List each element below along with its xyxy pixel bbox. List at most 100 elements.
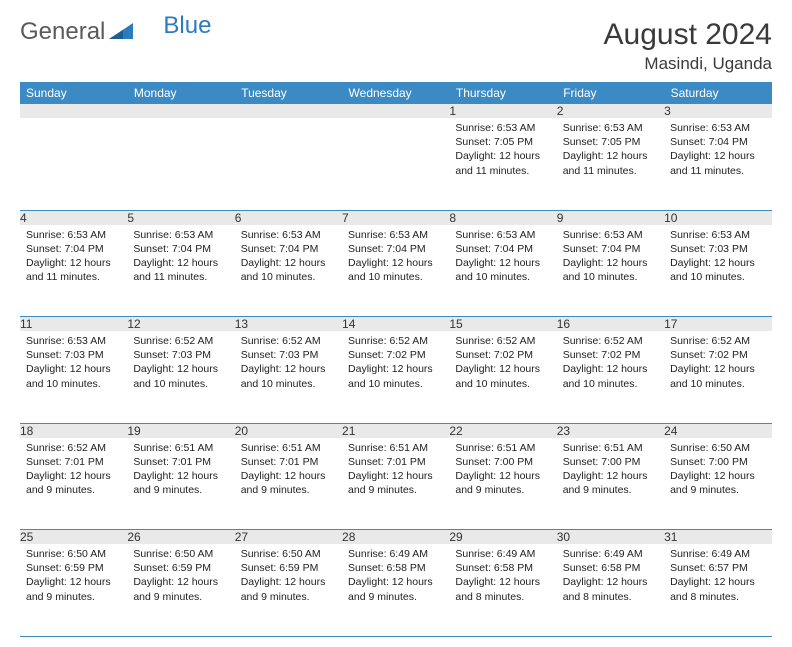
sunrise-text: Sunrise: 6:49 AM xyxy=(348,547,443,561)
day-content: Sunrise: 6:51 AMSunset: 7:00 PMDaylight:… xyxy=(557,438,664,502)
day-content: Sunrise: 6:53 AMSunset: 7:03 PMDaylight:… xyxy=(664,225,771,289)
daylight-text: Daylight: 12 hours and 10 minutes. xyxy=(241,256,336,284)
day-number: 7 xyxy=(342,210,449,225)
day-cell: Sunrise: 6:53 AMSunset: 7:04 PMDaylight:… xyxy=(664,118,771,210)
day-content: Sunrise: 6:50 AMSunset: 6:59 PMDaylight:… xyxy=(127,544,234,608)
sunrise-text: Sunrise: 6:52 AM xyxy=(563,334,658,348)
sunrise-text: Sunrise: 6:53 AM xyxy=(26,228,121,242)
day-number: 1 xyxy=(449,104,556,118)
daylight-text: Daylight: 12 hours and 8 minutes. xyxy=(563,575,658,603)
day-number: 10 xyxy=(664,210,771,225)
daylight-text: Daylight: 12 hours and 11 minutes. xyxy=(563,149,658,177)
day-cell: Sunrise: 6:51 AMSunset: 7:01 PMDaylight:… xyxy=(342,438,449,530)
day-cell: Sunrise: 6:49 AMSunset: 6:58 PMDaylight:… xyxy=(449,544,556,636)
day-content: Sunrise: 6:53 AMSunset: 7:04 PMDaylight:… xyxy=(235,225,342,289)
daylight-text: Daylight: 12 hours and 9 minutes. xyxy=(133,469,228,497)
daylight-text: Daylight: 12 hours and 11 minutes. xyxy=(670,149,765,177)
sunrise-text: Sunrise: 6:53 AM xyxy=(241,228,336,242)
day-content: Sunrise: 6:53 AMSunset: 7:04 PMDaylight:… xyxy=(20,225,127,289)
daylight-text: Daylight: 12 hours and 10 minutes. xyxy=(348,362,443,390)
day-content: Sunrise: 6:53 AMSunset: 7:04 PMDaylight:… xyxy=(342,225,449,289)
day-content: Sunrise: 6:53 AMSunset: 7:05 PMDaylight:… xyxy=(557,118,664,182)
sunset-text: Sunset: 7:01 PM xyxy=(133,455,228,469)
day-header: Tuesday xyxy=(235,82,342,104)
sunset-text: Sunset: 6:58 PM xyxy=(563,561,658,575)
day-number xyxy=(235,104,342,118)
sunrise-text: Sunrise: 6:50 AM xyxy=(241,547,336,561)
sunset-text: Sunset: 7:04 PM xyxy=(133,242,228,256)
sunset-text: Sunset: 7:03 PM xyxy=(241,348,336,362)
day-cell: Sunrise: 6:53 AMSunset: 7:05 PMDaylight:… xyxy=(557,118,664,210)
header: General Blue August 2024 Masindi, Uganda xyxy=(20,18,772,74)
sunrise-text: Sunrise: 6:50 AM xyxy=(133,547,228,561)
day-content: Sunrise: 6:49 AMSunset: 6:58 PMDaylight:… xyxy=(557,544,664,608)
sunset-text: Sunset: 7:03 PM xyxy=(26,348,121,362)
sunrise-text: Sunrise: 6:49 AM xyxy=(455,547,550,561)
day-cell: Sunrise: 6:49 AMSunset: 6:57 PMDaylight:… xyxy=(664,544,771,636)
sunset-text: Sunset: 7:00 PM xyxy=(563,455,658,469)
sunrise-text: Sunrise: 6:49 AM xyxy=(563,547,658,561)
day-number: 19 xyxy=(127,423,234,438)
sunset-text: Sunset: 7:00 PM xyxy=(455,455,550,469)
sunrise-text: Sunrise: 6:52 AM xyxy=(348,334,443,348)
daylight-text: Daylight: 12 hours and 10 minutes. xyxy=(455,256,550,284)
sunset-text: Sunset: 7:00 PM xyxy=(670,455,765,469)
day-number: 14 xyxy=(342,317,449,332)
day-cell: Sunrise: 6:51 AMSunset: 7:01 PMDaylight:… xyxy=(235,438,342,530)
day-cell: Sunrise: 6:52 AMSunset: 7:02 PMDaylight:… xyxy=(342,331,449,423)
calendar-page: General Blue August 2024 Masindi, Uganda… xyxy=(0,0,792,647)
day-content: Sunrise: 6:53 AMSunset: 7:04 PMDaylight:… xyxy=(664,118,771,182)
day-number: 25 xyxy=(20,530,127,545)
day-cell: Sunrise: 6:51 AMSunset: 7:00 PMDaylight:… xyxy=(449,438,556,530)
sunset-text: Sunset: 6:58 PM xyxy=(455,561,550,575)
week-number-row: 11121314151617 xyxy=(20,317,772,332)
daylight-text: Daylight: 12 hours and 9 minutes. xyxy=(455,469,550,497)
week-number-row: 25262728293031 xyxy=(20,530,772,545)
day-content: Sunrise: 6:52 AMSunset: 7:03 PMDaylight:… xyxy=(127,331,234,395)
sunset-text: Sunset: 7:04 PM xyxy=(26,242,121,256)
day-content: Sunrise: 6:52 AMSunset: 7:01 PMDaylight:… xyxy=(20,438,127,502)
sunrise-text: Sunrise: 6:53 AM xyxy=(133,228,228,242)
sunset-text: Sunset: 7:04 PM xyxy=(670,135,765,149)
sunset-text: Sunset: 7:04 PM xyxy=(241,242,336,256)
sunset-text: Sunset: 7:04 PM xyxy=(455,242,550,256)
day-content: Sunrise: 6:50 AMSunset: 6:59 PMDaylight:… xyxy=(235,544,342,608)
sunset-text: Sunset: 7:01 PM xyxy=(26,455,121,469)
week-content-row: Sunrise: 6:53 AMSunset: 7:04 PMDaylight:… xyxy=(20,225,772,317)
sunset-text: Sunset: 6:59 PM xyxy=(241,561,336,575)
sunrise-text: Sunrise: 6:51 AM xyxy=(455,441,550,455)
sunrise-text: Sunrise: 6:51 AM xyxy=(133,441,228,455)
day-content: Sunrise: 6:53 AMSunset: 7:03 PMDaylight:… xyxy=(20,331,127,395)
day-content: Sunrise: 6:53 AMSunset: 7:04 PMDaylight:… xyxy=(557,225,664,289)
week-number-row: 45678910 xyxy=(20,210,772,225)
daylight-text: Daylight: 12 hours and 9 minutes. xyxy=(670,469,765,497)
day-content: Sunrise: 6:53 AMSunset: 7:04 PMDaylight:… xyxy=(127,225,234,289)
day-number: 23 xyxy=(557,423,664,438)
day-number xyxy=(342,104,449,118)
day-number: 2 xyxy=(557,104,664,118)
sunrise-text: Sunrise: 6:53 AM xyxy=(455,228,550,242)
daylight-text: Daylight: 12 hours and 10 minutes. xyxy=(241,362,336,390)
sunset-text: Sunset: 6:59 PM xyxy=(133,561,228,575)
daylight-text: Daylight: 12 hours and 11 minutes. xyxy=(133,256,228,284)
day-cell: Sunrise: 6:53 AMSunset: 7:04 PMDaylight:… xyxy=(342,225,449,317)
day-number: 9 xyxy=(557,210,664,225)
day-cell: Sunrise: 6:53 AMSunset: 7:04 PMDaylight:… xyxy=(127,225,234,317)
day-number: 29 xyxy=(449,530,556,545)
week-number-row: 18192021222324 xyxy=(20,423,772,438)
daylight-text: Daylight: 12 hours and 9 minutes. xyxy=(348,575,443,603)
brand-general-text: General xyxy=(20,18,105,46)
sunrise-text: Sunrise: 6:53 AM xyxy=(563,228,658,242)
day-number: 24 xyxy=(664,423,771,438)
brand-logo: General Blue xyxy=(20,18,211,46)
day-header: Saturday xyxy=(664,82,771,104)
day-number: 30 xyxy=(557,530,664,545)
day-number: 3 xyxy=(664,104,771,118)
sunrise-text: Sunrise: 6:53 AM xyxy=(455,121,550,135)
day-number: 8 xyxy=(449,210,556,225)
day-content: Sunrise: 6:51 AMSunset: 7:00 PMDaylight:… xyxy=(449,438,556,502)
sunrise-text: Sunrise: 6:53 AM xyxy=(348,228,443,242)
day-number: 13 xyxy=(235,317,342,332)
day-number: 22 xyxy=(449,423,556,438)
week-content-row: Sunrise: 6:53 AMSunset: 7:03 PMDaylight:… xyxy=(20,331,772,423)
